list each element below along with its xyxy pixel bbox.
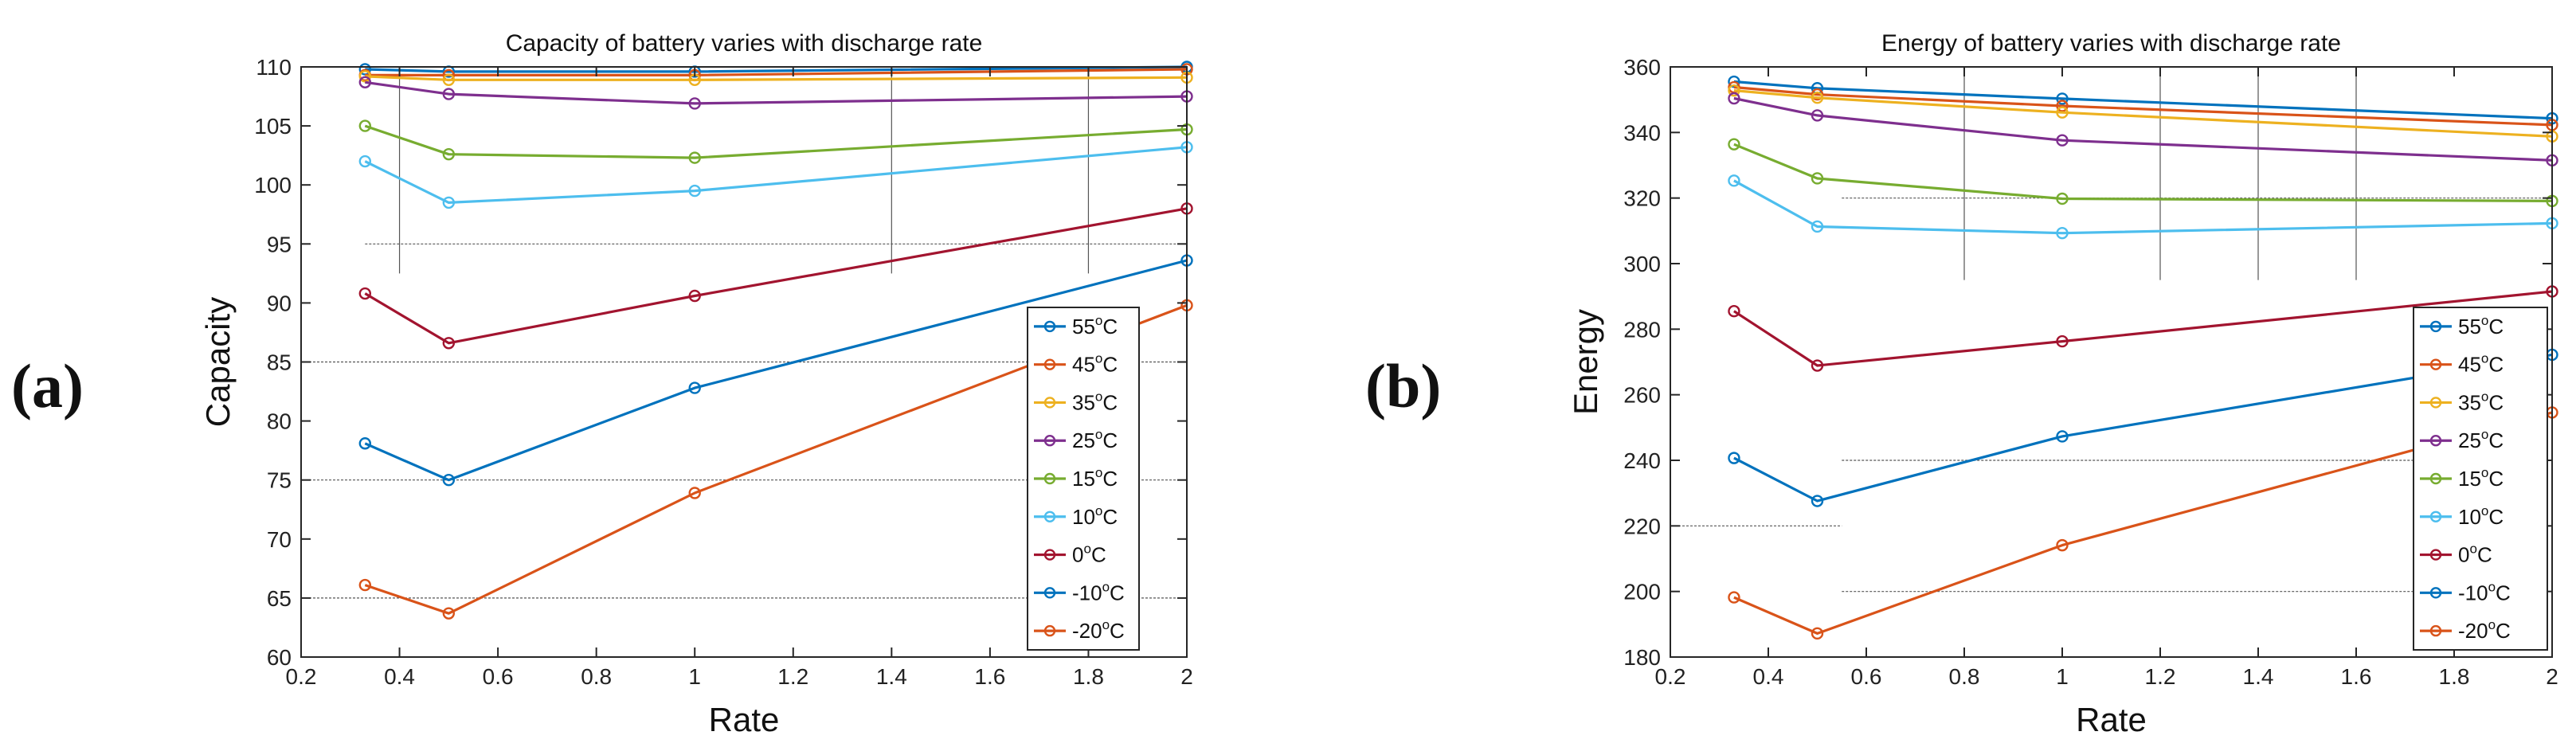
x-tick-label: 0.8 <box>581 664 612 689</box>
data-point <box>688 289 701 303</box>
data-point <box>358 437 372 450</box>
legend-item: 35oC <box>1034 389 1118 414</box>
x-axis-label: Rate <box>709 701 780 738</box>
x-tick-label: 1.8 <box>1073 664 1104 689</box>
legend-label: 10oC <box>1072 503 1118 529</box>
legend-marker <box>1043 624 1056 637</box>
data-point <box>442 147 456 161</box>
legend-label: 15oC <box>1072 465 1118 491</box>
series-line <box>365 80 1188 105</box>
data-point <box>358 287 372 300</box>
data-point <box>688 381 701 394</box>
series-line <box>364 146 1188 204</box>
legend-label: 25oC <box>1072 427 1118 452</box>
legend-marker <box>1043 549 1056 561</box>
legend-item: -10oC <box>1034 579 1125 604</box>
series-line <box>364 259 1188 482</box>
data-point <box>442 73 456 87</box>
legend-item: 0oC <box>1034 542 1106 567</box>
legend-marker <box>1043 472 1056 485</box>
data-point <box>688 184 701 198</box>
data-point <box>442 337 456 350</box>
y-tick-label: 80 <box>267 409 292 434</box>
y-axis-label: Capacity <box>199 297 237 427</box>
legend-marker <box>1043 358 1056 370</box>
x-tick-label: 0.4 <box>384 664 415 689</box>
series-line <box>365 65 1188 73</box>
legend-marker <box>1043 320 1056 333</box>
series-line <box>364 303 1188 615</box>
legend-label: 55oC <box>1072 313 1118 338</box>
y-tick-label: 70 <box>267 527 292 552</box>
x-tick-label: 2 <box>1180 664 1193 689</box>
x-tick-label: 1.2 <box>777 664 808 689</box>
series-line <box>364 124 1188 159</box>
series-line <box>365 75 1188 81</box>
legend-item: 25oC <box>1034 427 1118 452</box>
legend-label: -20oC <box>1072 617 1125 643</box>
legend-marker <box>1043 397 1056 409</box>
x-tick-label: 0.2 <box>286 664 317 689</box>
data-point <box>442 474 456 487</box>
legend-item: 15oC <box>1034 465 1118 491</box>
legend-marker <box>1043 435 1056 447</box>
legend-item: -20oC <box>1034 617 1125 643</box>
y-tick-label: 60 <box>267 645 292 670</box>
data-point <box>358 578 372 592</box>
x-tick-label: 1 <box>688 664 701 689</box>
legend-label: 35oC <box>1072 389 1118 414</box>
legend-label: 0oC <box>1072 542 1106 567</box>
legend-item: 10oC <box>1034 503 1118 529</box>
data-point <box>688 151 701 164</box>
y-tick-label: 110 <box>256 55 292 80</box>
data-point <box>442 607 456 620</box>
data-point <box>358 119 372 132</box>
data-point <box>358 155 372 168</box>
data-point <box>442 196 456 209</box>
x-tick-label: 1.6 <box>974 664 1005 689</box>
series-line <box>365 68 1188 77</box>
y-tick-label: 95 <box>267 232 292 256</box>
data-point <box>442 88 456 100</box>
legend-label: -10oC <box>1072 579 1125 604</box>
x-tick-label: 0.6 <box>483 664 514 689</box>
panel-label-a: (a) <box>11 351 84 421</box>
legend-marker <box>1043 511 1056 522</box>
y-tick-label: 65 <box>267 586 292 611</box>
y-tick-label: 75 <box>267 468 292 493</box>
chart-title: Capacity of battery varies with discharg… <box>506 30 983 57</box>
data-point <box>688 97 701 110</box>
data-point <box>358 76 372 88</box>
legend-marker <box>1043 587 1056 599</box>
legend: 55oC 45oC 35oC 25oC 15oC 10oC 0oC -10oC -20oC <box>1027 307 1140 651</box>
data-point <box>688 487 701 499</box>
y-tick-label: 90 <box>267 291 292 315</box>
series-line <box>364 207 1188 345</box>
y-tick-label: 105 <box>254 114 292 139</box>
data-point <box>358 70 372 83</box>
legend-label: 45oC <box>1072 351 1118 377</box>
x-tick-label: 1.4 <box>876 664 907 689</box>
legend-item: 45oC <box>1034 351 1118 377</box>
y-tick-label: 85 <box>267 350 292 375</box>
panel-label-b: (b) <box>1365 351 1442 421</box>
legend-item: 55oC <box>1034 313 1118 338</box>
y-tick-label: 100 <box>254 173 292 198</box>
